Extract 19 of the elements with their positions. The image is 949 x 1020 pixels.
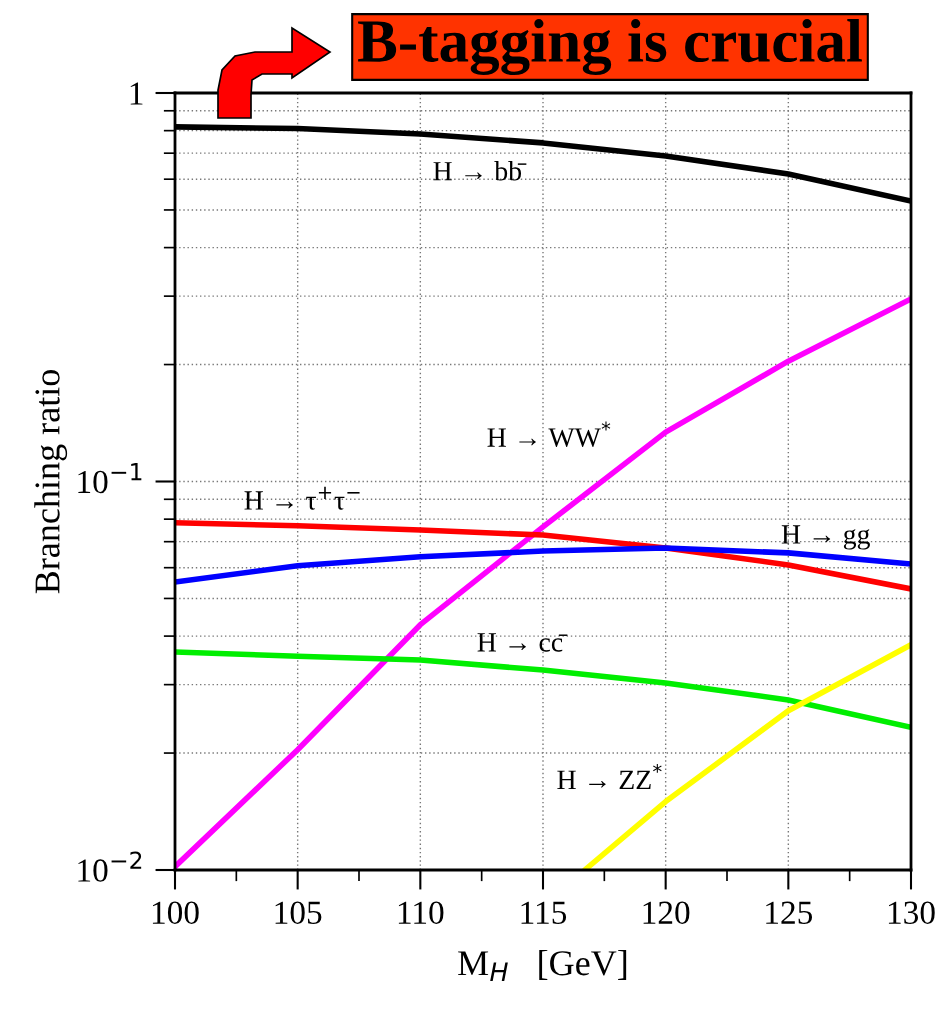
series-label: H → WW$^{*}$ [487, 421, 611, 448]
x-tick-label: 130 [888, 901, 935, 925]
y-tick-label: 10$^{−2}$ [78, 851, 142, 882]
x-tick-label: 125 [766, 901, 813, 925]
x-tick-label: 115 [521, 901, 567, 925]
series-label: H → gg [781, 525, 870, 550]
chart-title: B-tagging is crucial [358, 19, 862, 75]
x-tick-label: 105 [275, 901, 322, 925]
y-axis-title: Branching ratio [34, 370, 68, 594]
series-label: H → bb̄ [433, 161, 527, 181]
series-label: H → ZZ$^{*}$ [557, 763, 662, 789]
y-tick-label: 1 [130, 82, 143, 105]
x-tick-label: 110 [398, 901, 444, 925]
series-label: H → cc̄ [477, 633, 568, 652]
x-tick-label: 120 [643, 901, 690, 925]
y-tick-label: 10$^{−1}$ [78, 463, 142, 494]
x-tick-label: 100 [152, 901, 199, 925]
text: M$_{H}$ [GeV] [458, 950, 627, 981]
series-label: H → τ$^{+}$τ$^{−}$ [244, 486, 360, 510]
